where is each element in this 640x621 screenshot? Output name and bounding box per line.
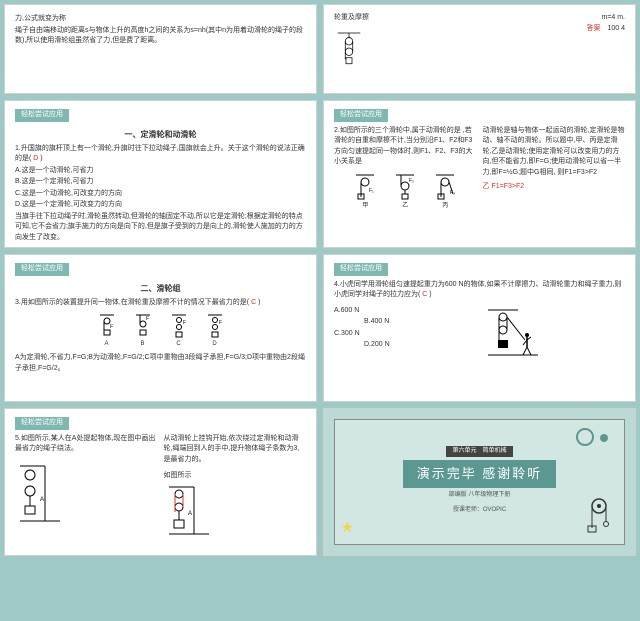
svg-text:F: F — [146, 316, 149, 322]
slide-4: 轻松尝试应用 2.如图所示的三个滑轮中,属于动滑轮的是 ,若滑轮的自重和摩擦不计… — [323, 100, 636, 248]
slide3-optB: B.这是一个定滑轮,可省力 — [15, 177, 306, 188]
pulley-icon — [334, 28, 364, 68]
slide3-optC: C.这是一个动滑轮,可改变力的方向 — [15, 189, 306, 200]
deco-circle-1 — [576, 428, 594, 446]
slide7-tag: 轻松尝试应用 — [15, 417, 69, 430]
svg-text:A: A — [188, 511, 192, 517]
slide7-left: 5.如图所示,某人在A处提起物体,现在图中画出最省力的绳子绕法。 A — [15, 434, 158, 547]
slide2-ans-label: 答案 — [586, 25, 600, 32]
final-sub: 部编版 八年级物理下册 — [449, 491, 511, 500]
slide4-diagrams: F₁甲 F₂乙 F₃丙 — [334, 172, 477, 211]
slide4-tag: 轻松尝试应用 — [334, 109, 388, 122]
slide3-exp: 当旗手往下拉动绳子时,滑轮虽然转动,但滑轮的轴固定不动,所以它是定滑轮;根据定滑… — [15, 212, 306, 244]
final-title: 演示完毕 感谢聆听 — [403, 460, 557, 488]
slide-grid: 力,公式就变为称 绳子自由端移动的距离s与物体上升的高度h之间的关系为s=nh(… — [4, 4, 636, 556]
slide-1: 力,公式就变为称 绳子自由端移动的距离s与物体上升的高度h之间的关系为s=nh(… — [4, 4, 317, 94]
deco-circle-2 — [600, 434, 608, 442]
svg-text:F₃: F₃ — [450, 190, 455, 196]
svg-text:F: F — [183, 320, 186, 326]
slide5-diagrams: FA FB FC FD — [15, 312, 306, 349]
svg-text:F: F — [219, 320, 222, 326]
slide1-text2: 绳子自由端移动的距离s与物体上升的高度h之间的关系为s=nh(其中n为用着动滑轮… — [15, 26, 306, 47]
svg-text:F₂: F₂ — [409, 178, 414, 184]
slide4-left: 2.如图所示的三个滑轮中,属于动滑轮的是 ,若滑轮的自重和摩擦不计,当分别沿F1… — [334, 126, 477, 215]
slide-5: 轻松尝试应用 二、滑轮组 3.用如图所示的装置提升同一物体,在滑轮重及摩擦不计的… — [4, 254, 317, 402]
slide-2: m=4 m. 答案 100 4 轮重及摩擦 — [323, 4, 636, 94]
slide2-label: 轮重及摩擦 — [334, 13, 625, 24]
slide-8: 第六单元 简单机械 演示完毕 感谢聆听 部编版 八年级物理下册 授课老师：OVO… — [323, 408, 636, 556]
slide-6: 轻松尝试应用 4.小虎同学用滑轮组匀速提起重力为600 N的物体,如果不计摩擦力… — [323, 254, 636, 402]
final-inner: 第六单元 简单机械 演示完毕 感谢聆听 部编版 八年级物理下册 授课老师：OVO… — [334, 419, 625, 545]
slide2-m: m=4 m. — [586, 13, 625, 24]
slide6-options: A.600 N B.400 N C.300 N D.200 N — [334, 305, 477, 370]
final-badge: 第六单元 简单机械 — [446, 446, 512, 457]
slide6-diagram — [483, 305, 626, 370]
slide6-q: 4.小虎同学用滑轮组匀速提起重力为600 N的物体,如果不计摩擦力、动滑轮重力和… — [334, 280, 625, 301]
slide5-q: 3.用如图所示的装置提升同一物体,在滑轮重及摩擦不计的情况下最省力的是( C ) — [15, 298, 306, 309]
slide5-title: 二、滑轮组 — [15, 283, 306, 295]
star-icon: ★ — [341, 517, 354, 538]
slide5-exp: A为定滑轮,不省力,F=G;B为动滑轮,F=G/2;C项中重物由3段绳子承担,F… — [15, 353, 306, 374]
slide3-q: 1.升国旗的旗杆顶上有一个滑轮,升旗时往下拉动绳子,国旗就会上升。关于这个滑轮的… — [15, 144, 306, 165]
slide4-right: 动滑轮是轴与物体一起运动的滑轮,定滑轮是物动、轴不动的滑轮。所以题中,甲、丙是定… — [483, 126, 626, 215]
slide5-tag: 轻松尝试应用 — [15, 263, 69, 276]
svg-text:A: A — [40, 497, 44, 503]
slide1-text1: 力,公式就变为称 — [15, 14, 306, 25]
svg-text:F₁: F₁ — [369, 188, 374, 194]
slide3-tag: 轻松尝试应用 — [15, 109, 69, 122]
slide-7: 轻松尝试应用 5.如图所示,某人在A处提起物体,现在图中画出最省力的绳子绕法。 … — [4, 408, 317, 556]
slide3-optA: A.这是一个动滑轮,可省力 — [15, 166, 306, 177]
slide6-tag: 轻松尝试应用 — [334, 263, 388, 276]
svg-text:F: F — [110, 324, 113, 330]
slide7-right: 从动滑轮上挂钩开始,依次绕过定滑轮和动滑轮,绳端回到人的手中,提升物体绳子条数为… — [164, 434, 307, 547]
slide2-ans: 100 4 — [607, 25, 625, 32]
slide3-title: 一、定滑轮和动滑轮 — [15, 129, 306, 141]
slide2-answer-box: m=4 m. 答案 100 4 — [586, 13, 625, 34]
pulley-icon-final — [582, 496, 616, 536]
slide3-optD: D.这是一个定滑轮,可改变力的方向 — [15, 200, 306, 211]
slide-3: 轻松尝试应用 一、定滑轮和动滑轮 1.升国旗的旗杆顶上有一个滑轮,升旗时往下拉动… — [4, 100, 317, 248]
final-teacher: 授课老师：OVOPIC — [453, 506, 506, 515]
